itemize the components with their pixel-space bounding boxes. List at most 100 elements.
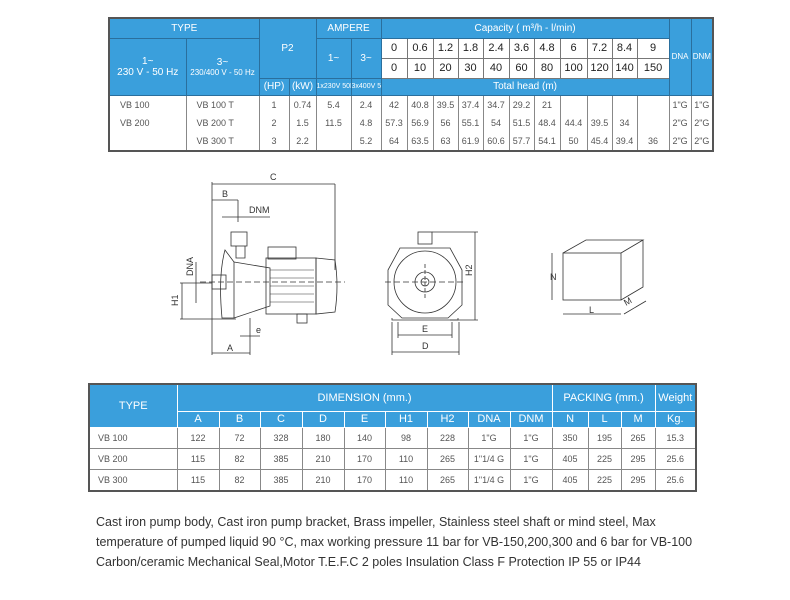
capacity-lmin-cell: 0 xyxy=(380,57,408,79)
total-head-cell: 61.9 xyxy=(457,131,484,151)
column-header-l: L xyxy=(587,410,622,428)
table-row: VB 200 115 82 385 210 170 110 265 1"1/4 G 1"G 405 2… xyxy=(88,447,697,470)
value-cell: 225 xyxy=(587,447,622,470)
capacity-m3h-cell: 0 xyxy=(380,37,408,59)
single-phase-model: VB 200 xyxy=(108,113,186,132)
column-header-b: B xyxy=(218,410,261,428)
hp-header: (HP) xyxy=(258,77,290,96)
total-head-header: Total head (m) xyxy=(380,77,670,96)
table-row: VB 100 122 72 328 180 140 98 228 1"G 1"G 350 195 265… xyxy=(88,426,697,449)
capacity-m3h-cell: 1.8 xyxy=(457,37,484,59)
amp-three-header: 3~ xyxy=(350,37,382,79)
label-l: L xyxy=(589,305,594,315)
total-head-cell: 21 xyxy=(533,95,561,114)
value-cell: 110 xyxy=(384,468,428,491)
amp-single-cell xyxy=(315,131,352,151)
capacity-lmin-cell: 60 xyxy=(508,57,535,79)
total-head-cell xyxy=(636,95,670,114)
packing-header: PACKING (mm.) xyxy=(551,383,656,412)
value-cell: 1"G xyxy=(509,447,553,470)
capacity-m3h-cell: 8.4 xyxy=(611,37,638,59)
column-header-m: M xyxy=(620,410,656,428)
capacity-lmin-cell: 120 xyxy=(586,57,613,79)
value-cell: 195 xyxy=(587,426,622,449)
value-cell: 1"1/4 G xyxy=(467,447,511,470)
value-cell: 405 xyxy=(551,447,589,470)
column-header-c: C xyxy=(259,410,303,428)
total-head-cell: 42 xyxy=(380,95,408,114)
amp-single-cell: 11.5 xyxy=(315,113,352,132)
value-cell: 295 xyxy=(620,447,656,470)
column-header-n: N xyxy=(551,410,589,428)
kw-cell: 0.74 xyxy=(288,95,317,114)
label-dna: DNA xyxy=(185,257,195,276)
hp-cell: 2 xyxy=(258,113,289,132)
total-head-cell: 39.5 xyxy=(586,113,613,132)
three-phase-spec: 230/400 V - 50 Hz xyxy=(190,67,255,77)
amp-single-cell: 5.4 xyxy=(315,95,352,114)
value-cell: 72 xyxy=(218,426,261,449)
value-cell: 82 xyxy=(218,468,261,491)
single-phase-header: 1~ 230 V - 50 Hz xyxy=(108,37,187,96)
three-phase-model: VB 100 T xyxy=(185,95,259,114)
dnm-cell: 2"G xyxy=(690,131,714,151)
total-head-cell: 56 xyxy=(432,113,459,132)
table-row: VB 200 VB 200 T 2 1.5 11.5 4.8 57.3 56.9 56 55.1 5… xyxy=(108,113,714,132)
side-view-drawing xyxy=(180,182,345,355)
value-cell: 170 xyxy=(343,468,386,491)
total-head-cell: 36 xyxy=(636,131,670,151)
dnm-header: DNM xyxy=(690,17,714,96)
value-cell: 140 xyxy=(343,426,386,449)
total-head-cell: 63 xyxy=(432,131,459,151)
description-line: Cast iron pump body, Cast iron pump brac… xyxy=(96,515,656,529)
amp-three-cell: 5.2 xyxy=(350,131,382,151)
type-header: TYPE xyxy=(108,17,260,39)
value-cell: 1"1/4 G xyxy=(467,468,511,491)
three-phase-model: VB 300 T xyxy=(185,131,259,151)
total-head-cell: 34.7 xyxy=(482,95,510,114)
performance-table: TYPE P2 AMPERE Capacity ( m³/h - l/min) … xyxy=(108,17,715,152)
value-cell: 122 xyxy=(176,426,220,449)
kw-header: (kW) xyxy=(288,77,317,96)
total-head-cell: 45.4 xyxy=(586,131,613,151)
label-h1: H1 xyxy=(170,294,180,306)
value-cell: 15.3 xyxy=(654,426,697,449)
dimension-table: TYPE DIMENSION (mm.) PACKING (mm.) Weigh… xyxy=(88,383,698,492)
total-head-cell: 63.5 xyxy=(406,131,434,151)
value-cell: 115 xyxy=(176,468,220,491)
total-head-cell: 55.1 xyxy=(457,113,484,132)
weight-header: Weight xyxy=(654,383,697,412)
total-head-cell: 34 xyxy=(611,113,638,132)
capacity-m3h-cell: 9 xyxy=(636,37,670,59)
total-head-cell xyxy=(586,95,613,114)
value-cell: 328 xyxy=(259,426,303,449)
type-cell: VB 300 xyxy=(88,468,178,491)
column-header-dnm: DNM xyxy=(509,410,553,428)
column-header-a: A xyxy=(176,410,220,428)
column-header-dna: DNA xyxy=(467,410,511,428)
value-cell: 265 xyxy=(620,426,656,449)
packing-box-drawing xyxy=(551,239,647,315)
three-phase-header: 3~ 230/400 V - 50 Hz xyxy=(185,37,260,96)
column-header-e: E xyxy=(343,410,386,428)
value-cell: 265 xyxy=(426,447,469,470)
value-cell: 170 xyxy=(343,447,386,470)
total-head-cell xyxy=(611,95,638,114)
total-head-cell: 56.9 xyxy=(406,113,434,132)
dnm-cell: 1"G xyxy=(690,95,714,114)
column-header-h2: H2 xyxy=(426,410,469,428)
value-cell: 225 xyxy=(587,468,622,491)
table-row: VB 300 T 3 2.2 5.2 64 63.5 63 61.9 60.6 57.7 54.1 5… xyxy=(108,131,714,151)
label-n: N xyxy=(550,272,557,282)
capacity-m3h-cell: 1.2 xyxy=(432,37,459,59)
total-head-cell: 64 xyxy=(380,131,408,151)
value-cell: 110 xyxy=(384,447,428,470)
description-line: Carbon/ceramic Mechanical Seal,Motor T.E… xyxy=(96,555,641,569)
single-phase-spec: 230 V - 50 Hz xyxy=(117,66,179,78)
label-a: A xyxy=(227,343,233,353)
table-row: VB 300 115 82 385 210 170 110 265 1"1/4 G 1"G 405 2… xyxy=(88,468,697,491)
label-e-side: e xyxy=(256,325,261,335)
total-head-cell: 39.4 xyxy=(611,131,638,151)
value-cell: 1"G xyxy=(509,468,553,491)
